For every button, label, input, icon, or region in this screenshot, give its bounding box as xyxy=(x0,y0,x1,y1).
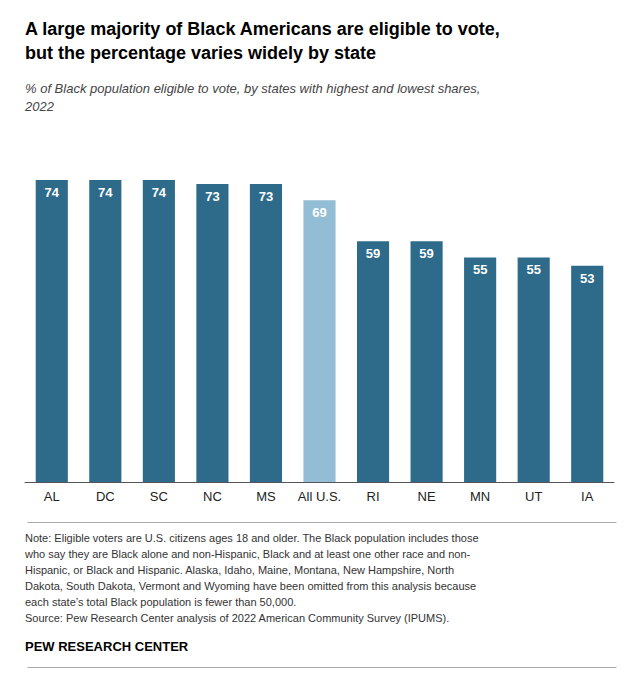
svg-text:who say they are Black alone a: who say they are Black alone and non-His… xyxy=(24,548,470,560)
svg-text:Note: Eligible voters are U.S.: Note: Eligible voters are U.S. citizens … xyxy=(25,532,479,544)
svg-text:74: 74 xyxy=(152,185,167,200)
svg-text:MN: MN xyxy=(470,489,490,504)
svg-text:DC: DC xyxy=(96,489,115,504)
svg-text:59: 59 xyxy=(419,246,433,261)
svg-text:each state’s total Black popul: each state’s total Black population is f… xyxy=(25,596,296,608)
svg-text:74: 74 xyxy=(45,185,60,200)
svg-text:IA: IA xyxy=(581,489,594,504)
svg-text:Dakota, South Dakota, Vermont: Dakota, South Dakota, Vermont and Wyomin… xyxy=(25,580,476,592)
svg-text:but the percentage varies wide: but the percentage varies widely by stat… xyxy=(25,43,376,63)
svg-text:All U.S.: All U.S. xyxy=(298,489,341,504)
svg-text:69: 69 xyxy=(312,205,326,220)
svg-text:59: 59 xyxy=(366,246,380,261)
svg-text:SC: SC xyxy=(150,489,168,504)
svg-text:74: 74 xyxy=(98,185,113,200)
svg-text:PEW RESEARCH CENTER: PEW RESEARCH CENTER xyxy=(25,639,189,654)
svg-text:Source: Pew Research Center an: Source: Pew Research Center analysis of … xyxy=(25,612,449,624)
svg-text:73: 73 xyxy=(259,189,273,204)
svg-text:AL: AL xyxy=(44,489,60,504)
svg-text:55: 55 xyxy=(526,262,540,277)
svg-text:NC: NC xyxy=(203,489,222,504)
svg-text:2022: 2022 xyxy=(24,99,55,114)
svg-text:% of Black population eligible: % of Black population eligible to vote, … xyxy=(25,81,480,96)
svg-text:Hispanic, or Black and Hispani: Hispanic, or Black and Hispanic. Alaska,… xyxy=(25,564,454,576)
svg-text:NE: NE xyxy=(418,489,436,504)
svg-text:A large majority of Black Amer: A large majority of Black Americans are … xyxy=(25,19,500,39)
svg-text:73: 73 xyxy=(205,189,219,204)
svg-text:53: 53 xyxy=(580,271,594,286)
svg-text:RI: RI xyxy=(367,489,380,504)
svg-text:MS: MS xyxy=(256,489,276,504)
svg-text:55: 55 xyxy=(473,262,487,277)
svg-text:UT: UT xyxy=(525,489,542,504)
